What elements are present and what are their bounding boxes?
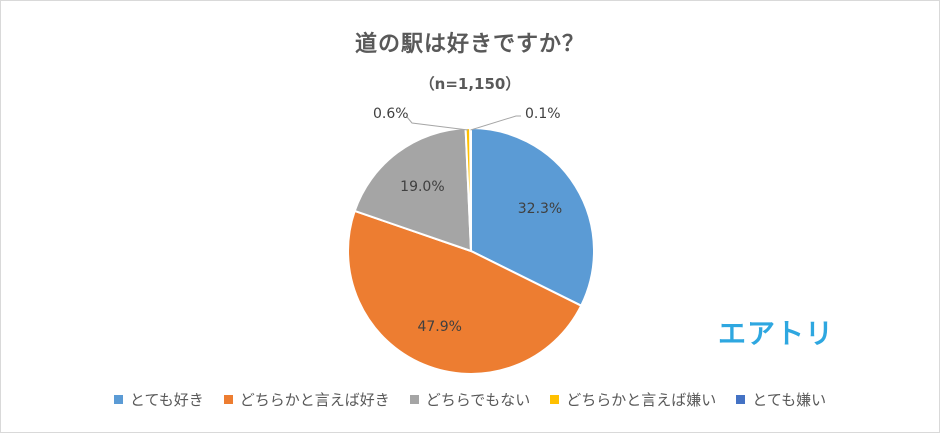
data-label: 47.9%: [417, 319, 461, 335]
legend-swatch: [113, 395, 123, 404]
data-label: 19.0%: [400, 179, 444, 195]
data-label: 32.3%: [518, 201, 562, 217]
legend-label: とても好き: [129, 391, 204, 409]
data-label: 0.6%: [373, 106, 409, 122]
legend-item: とても嫌い: [736, 389, 826, 410]
brand-logo: エアトリ: [718, 317, 835, 350]
legend-swatch: [736, 395, 746, 404]
legend-item: とても好き: [113, 389, 204, 410]
legend-item: どちらかと言えば嫌い: [550, 389, 716, 410]
legend-swatch: [409, 395, 419, 404]
pie-slice: [353, 127, 473, 253]
legend-swatch: [550, 395, 560, 404]
chart-subtitle: （n=1,150）: [419, 75, 521, 93]
data-label: 0.1%: [525, 106, 561, 122]
legend-item: どちらかと言えば好き: [223, 389, 390, 410]
legend-label: どちらでもない: [425, 391, 531, 409]
pie-slice: [470, 126, 595, 308]
chart-title: 道の駅は好きですか？: [354, 32, 585, 57]
legend-label: とても嫌い: [752, 391, 827, 409]
legend-swatch: [223, 395, 233, 404]
legend-label: どちらかと言えば好き: [239, 391, 390, 409]
pie-slice: [469, 126, 472, 252]
leader-line: [406, 116, 469, 131]
legend: とても好き どちらかと言えば好き どちらでもない どちらかと言えば嫌い とても嫌い: [0, 389, 940, 410]
legend-item: どちらでもない: [409, 389, 531, 410]
leader-line: [470, 115, 521, 131]
legend-label: どちらかと言えば嫌い: [566, 391, 717, 409]
pie-slice: [347, 209, 583, 375]
